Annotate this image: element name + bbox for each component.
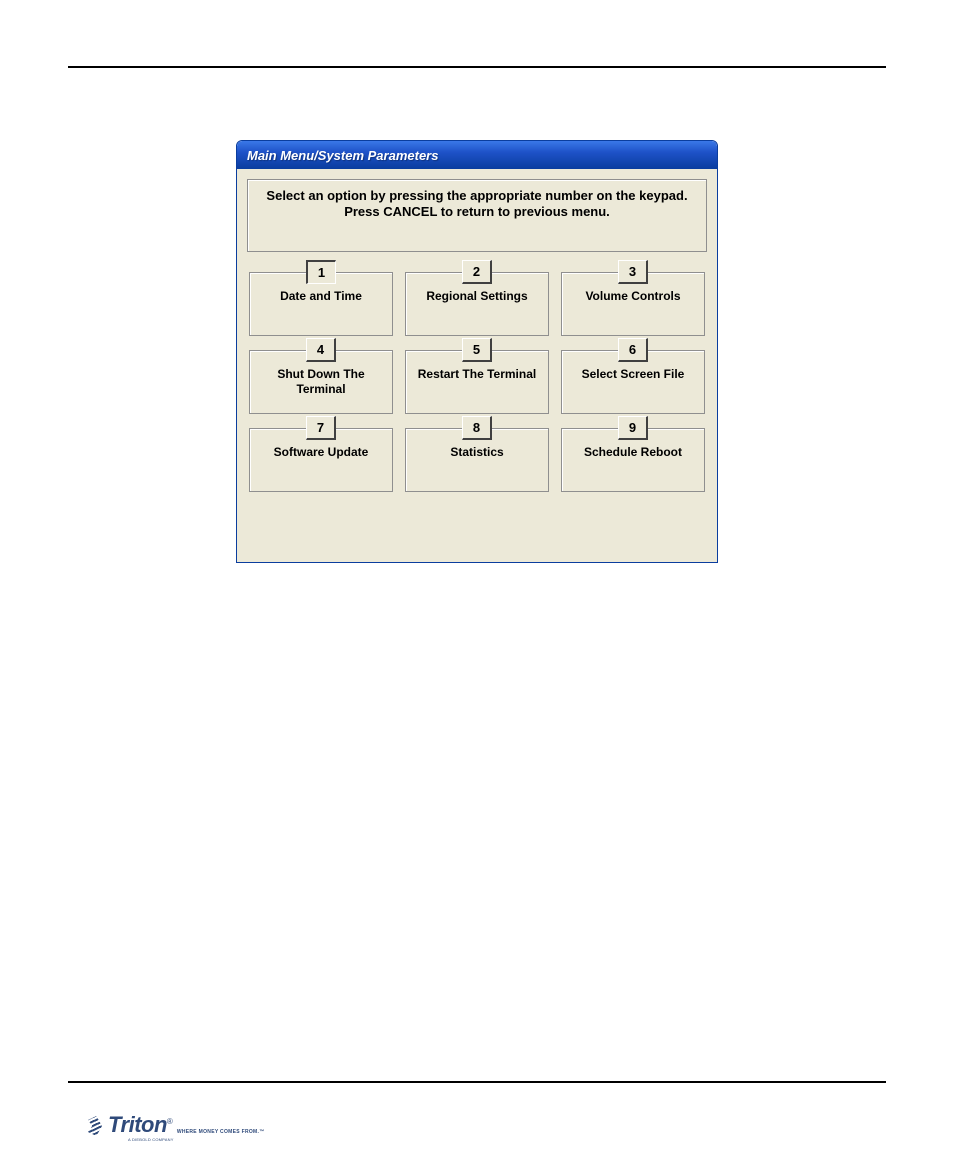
option-cell-9: 9 Schedule Reboot [561,416,705,492]
option-cell-8: 8 Statistics [405,416,549,492]
keypad-button-8[interactable]: 8 [462,416,492,440]
window-titlebar[interactable]: Main Menu/System Parameters [237,141,717,169]
triton-logo-icon [88,1114,106,1138]
keypad-button-9[interactable]: 9 [618,416,648,440]
option-cell-3: 3 Volume Controls [561,260,705,336]
option-cell-4: 4 Shut Down The Terminal [249,338,393,414]
option-cell-6: 6 Select Screen File [561,338,705,414]
keypad-button-5[interactable]: 5 [462,338,492,362]
option-label-9: Schedule Reboot [566,445,700,461]
options-row-3: 7 Software Update 8 Statistics 9 [249,416,705,492]
system-parameters-window: Main Menu/System Parameters Select an op… [236,140,718,563]
option-cell-7: 7 Software Update [249,416,393,492]
instruction-panel: Select an option by pressing the appropr… [247,179,707,252]
keypad-button-1[interactable]: 1 [306,260,336,284]
triton-logo: Triton ® WHERE MONEY COMES FROM.™ [88,1112,265,1138]
document-page: Main Menu/System Parameters Select an op… [0,0,954,1159]
option-cell-1: 1 Date and Time [249,260,393,336]
option-label-2: Regional Settings [410,289,544,305]
option-label-8: Statistics [410,445,544,461]
top-rule [68,66,886,68]
option-label-1: Date and Time [254,289,388,305]
window-client-area: Select an option by pressing the appropr… [237,169,717,562]
keypad-button-4[interactable]: 4 [306,338,336,362]
keypad-button-7[interactable]: 7 [306,416,336,440]
option-cell-5: 5 Restart The Terminal [405,338,549,414]
options-row-2: 4 Shut Down The Terminal 5 Restart The T… [249,338,705,414]
triton-logo-text: Triton [108,1112,167,1138]
triton-logo-subline: A DIEBOLD COMPANY [128,1137,174,1142]
triton-logo-reg: ® [167,1117,173,1126]
keypad-button-3[interactable]: 3 [618,260,648,284]
keypad-button-6[interactable]: 6 [618,338,648,362]
window-title: Main Menu/System Parameters [247,148,438,163]
option-label-5: Restart The Terminal [410,367,544,383]
bottom-rule [68,1081,886,1083]
instruction-line-1: Select an option by pressing the appropr… [254,188,700,204]
option-label-7: Software Update [254,445,388,461]
options-row-1: 1 Date and Time 2 Regional Settings 3 [249,260,705,336]
keypad-button-2[interactable]: 2 [462,260,492,284]
triton-logo-tagline: WHERE MONEY COMES FROM.™ [177,1129,265,1135]
option-cell-2: 2 Regional Settings [405,260,549,336]
option-label-6: Select Screen File [566,367,700,383]
instruction-line-2: Press CANCEL to return to previous menu. [254,204,700,220]
options-grid: 1 Date and Time 2 Regional Settings 3 [247,258,707,496]
option-label-3: Volume Controls [566,289,700,305]
option-label-4: Shut Down The Terminal [254,367,388,398]
